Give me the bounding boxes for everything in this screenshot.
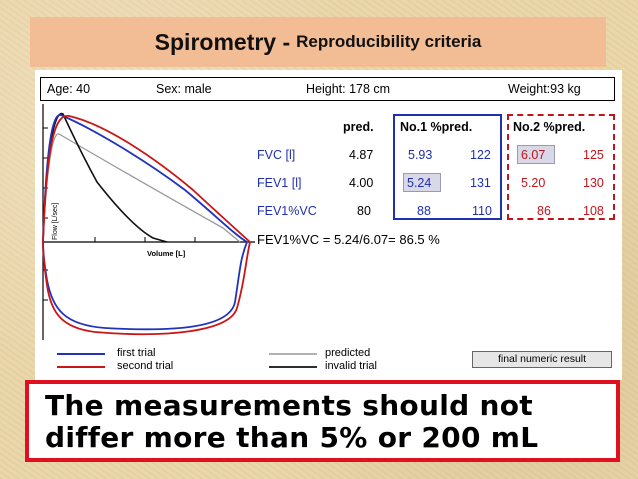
header-trial1: No.1 %pred. — [400, 120, 473, 134]
fvc-trial1-value: 5.93 — [408, 148, 433, 162]
fvc-trial2-highlight — [517, 145, 555, 164]
axis-ticks — [43, 127, 196, 301]
fev1vc-trial2-pct: 108 — [583, 204, 604, 218]
reproducibility-note: The measurements should not differ more … — [25, 380, 620, 462]
slide-title: Spirometry - — [154, 28, 291, 55]
volume-axis-label: Volume [L] — [147, 249, 186, 258]
predicted-curve — [42, 133, 241, 243]
fev1vc-result-line: FEV1%VC = 5.24/6.07= 86.5 % — [257, 232, 440, 247]
row-label-fev1vc: FEV1%VC — [257, 204, 317, 218]
patient-age: Age: 40 — [47, 82, 91, 96]
trial2-box — [507, 114, 615, 220]
note-line-1: The measurements should not — [45, 389, 533, 422]
spirometry-figure: Age: 40 Sex: male Height: 178 cm Weight:… — [35, 70, 622, 380]
fvc-trial1-pct: 122 — [470, 148, 491, 162]
slide-subtitle: Reproducibility criteria — [296, 32, 482, 51]
fvc-trial2-pct: 125 — [583, 148, 604, 162]
patient-sex: Sex: male — [156, 82, 212, 96]
fev1-trial1-highlight — [403, 173, 441, 192]
row-label-fvc: FVC [l] — [257, 148, 296, 162]
fev1-trial2-value: 5.20 — [521, 176, 546, 190]
row-label-fev1: FEV1 [l] — [257, 176, 302, 190]
legend-lines-right — [269, 353, 317, 368]
fvc-pred: 4.87 — [349, 148, 374, 162]
fev1vc-trial1-pct: 110 — [472, 204, 492, 218]
patient-info-bar: Age: 40 Sex: male Height: 178 cm Weight:… — [40, 77, 615, 101]
final-numeric-result-button[interactable]: final numeric result — [472, 351, 612, 368]
header-pred: pred. — [343, 120, 374, 134]
fev1-trial2-pct: 130 — [583, 176, 604, 190]
first-trial-curve — [42, 114, 249, 331]
fvc-trial2-value: 6.07 — [521, 148, 546, 162]
legend-second-trial: second trial — [117, 360, 174, 372]
fev1-trial1-value: 5.24 — [407, 176, 432, 190]
patient-weight: Weight:93 kg — [508, 82, 581, 96]
legend-predicted: predicted — [325, 347, 371, 359]
fev1-trial1-pct: 131 — [470, 176, 491, 190]
flow-axis-label: Flow [L/sec] — [52, 203, 59, 240]
title-banner: Spirometry - Reproducibility criteria — [30, 17, 606, 67]
flow-volume-loop-plot: Flow [L/sec] Volume [L] — [42, 104, 255, 368]
header-trial2: No.2 %pred. — [513, 120, 586, 134]
trial1-box — [393, 114, 502, 220]
invalid-trial-curve — [42, 112, 168, 243]
fev1-pred: 4.00 — [349, 176, 374, 190]
second-trial-curve — [42, 115, 251, 336]
legend-first-trial: first trial — [117, 347, 156, 359]
fev1vc-trial1-value: 88 — [417, 204, 431, 218]
note-line-2: differ more than 5% or 200 mL — [45, 421, 539, 454]
fev1vc-pred: 80 — [357, 204, 371, 218]
legend-invalid-trial: invalid trial — [325, 360, 377, 372]
patient-height: Height: 178 cm — [306, 82, 391, 96]
fev1vc-trial2-value: 86 — [537, 204, 551, 218]
